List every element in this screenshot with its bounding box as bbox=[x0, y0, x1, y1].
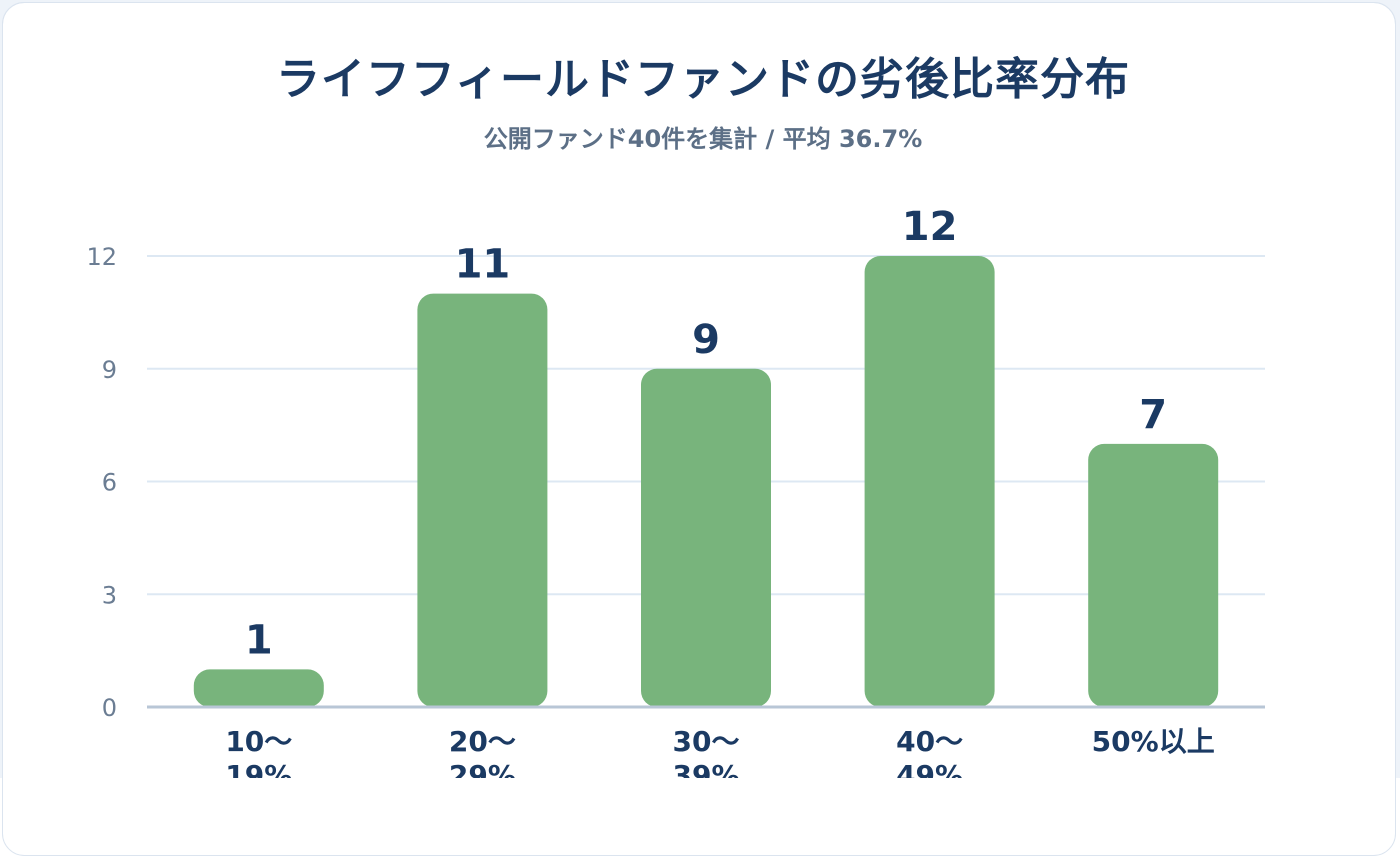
x-tick-label: 20〜 bbox=[449, 725, 516, 758]
bar-value-label: 11 bbox=[455, 242, 511, 288]
bar-value-label: 9 bbox=[692, 317, 720, 363]
bar-value-label: 1 bbox=[245, 617, 273, 663]
bar bbox=[417, 293, 548, 707]
y-tick-label: 6 bbox=[102, 469, 117, 497]
y-tick-label: 0 bbox=[102, 694, 117, 722]
bar-value-label: 7 bbox=[1139, 392, 1167, 438]
x-tick-label: 10〜 bbox=[225, 725, 292, 758]
bar bbox=[641, 368, 771, 707]
bar bbox=[1088, 443, 1219, 707]
y-tick-label: 9 bbox=[102, 356, 117, 384]
x-tick-label: 30〜 bbox=[673, 725, 740, 758]
bar bbox=[193, 669, 324, 707]
x-tick-label: 50%以上 bbox=[1092, 725, 1215, 758]
label-clip bbox=[0, 778, 1400, 860]
y-tick-label: 12 bbox=[86, 243, 117, 271]
x-tick-label: 40〜 bbox=[896, 725, 963, 758]
chart-subtitle: 公開ファンド40件を集計 / 平均 36.7% bbox=[483, 125, 923, 153]
chart-title: ライフフィールドファンドの劣後比率分布 bbox=[275, 54, 1131, 105]
bar bbox=[864, 256, 995, 707]
y-tick-label: 3 bbox=[102, 581, 117, 609]
bar-value-label: 12 bbox=[902, 204, 958, 250]
